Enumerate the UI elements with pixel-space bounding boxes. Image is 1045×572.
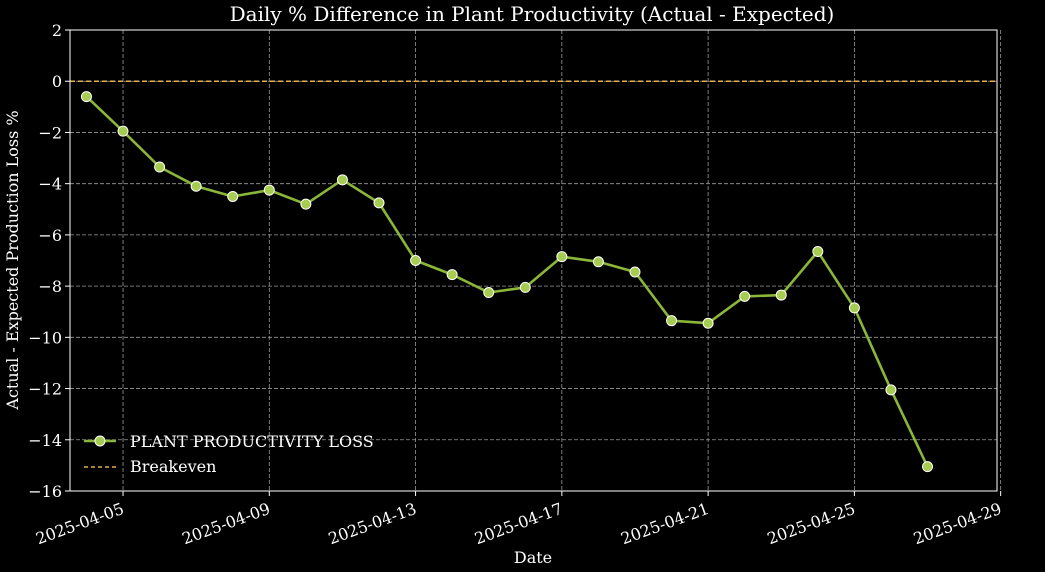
x-tick-label: 2025-04-25 — [765, 499, 858, 548]
plot-frame — [69, 29, 998, 492]
y-tick-label: −8 — [38, 277, 62, 296]
y-tick-label: −12 — [28, 380, 62, 399]
series-layer — [80, 91, 934, 473]
data-point — [812, 246, 824, 258]
y-tick-label: −4 — [38, 175, 62, 194]
legend-marker-productivity — [94, 435, 106, 447]
data-point — [702, 317, 714, 329]
data-point — [446, 269, 458, 281]
data-point — [190, 180, 202, 192]
y-tick-label: −6 — [38, 226, 62, 245]
chart-title: Daily % Difference in Plant Productivity… — [230, 2, 835, 26]
y-tick-label: 0 — [52, 72, 62, 91]
data-point — [775, 289, 787, 301]
x-tick-label: 2025-04-13 — [326, 499, 419, 548]
legend-label-productivity: PLANT PRODUCTIVITY LOSS — [130, 432, 374, 451]
data-point — [666, 315, 678, 327]
data-point — [739, 290, 751, 302]
x-tick-label: 2025-04-21 — [618, 499, 711, 548]
series-line-productivity — [85, 95, 929, 468]
x-axis-label: Date — [514, 548, 552, 567]
legend: PLANT PRODUCTIVITY LOSS Breakeven — [84, 432, 374, 476]
x-tick-label: 2025-04-17 — [472, 499, 565, 548]
data-point — [117, 125, 129, 137]
x-tick-label: 2025-04-05 — [33, 499, 126, 548]
grid — [70, 29, 1002, 492]
x-tick-label: 2025-04-29 — [911, 499, 1004, 548]
y-tick-label: −16 — [28, 482, 62, 501]
data-point — [410, 255, 422, 266]
data-point — [300, 198, 312, 210]
legend-label-breakeven: Breakeven — [130, 457, 216, 476]
data-point — [885, 384, 897, 396]
y-axis: 2 0 −2 −4 −6 −8 −10 −12 −14 −16 — [28, 21, 70, 501]
y-tick-label: −10 — [28, 328, 62, 347]
data-point — [154, 161, 166, 173]
x-axis: 2025-04-05 2025-04-09 2025-04-13 2025-04-17… — [33, 491, 1004, 548]
data-point — [80, 91, 92, 103]
data-point — [263, 184, 275, 196]
data-point — [336, 174, 348, 186]
data-point — [592, 256, 604, 268]
y-tick-label: −14 — [28, 431, 62, 450]
data-point — [848, 302, 860, 314]
y-tick-label: −2 — [38, 123, 62, 142]
data-point — [556, 251, 568, 263]
y-tick-label: 2 — [52, 21, 62, 40]
x-tick-label: 2025-04-09 — [179, 499, 272, 548]
data-point — [227, 190, 239, 202]
y-axis-label: Actual - Expected Production Loss % — [3, 110, 22, 410]
data-point — [922, 461, 934, 473]
data-point — [373, 197, 385, 209]
data-point — [629, 266, 641, 278]
data-point — [483, 287, 495, 299]
data-point — [519, 281, 531, 293]
